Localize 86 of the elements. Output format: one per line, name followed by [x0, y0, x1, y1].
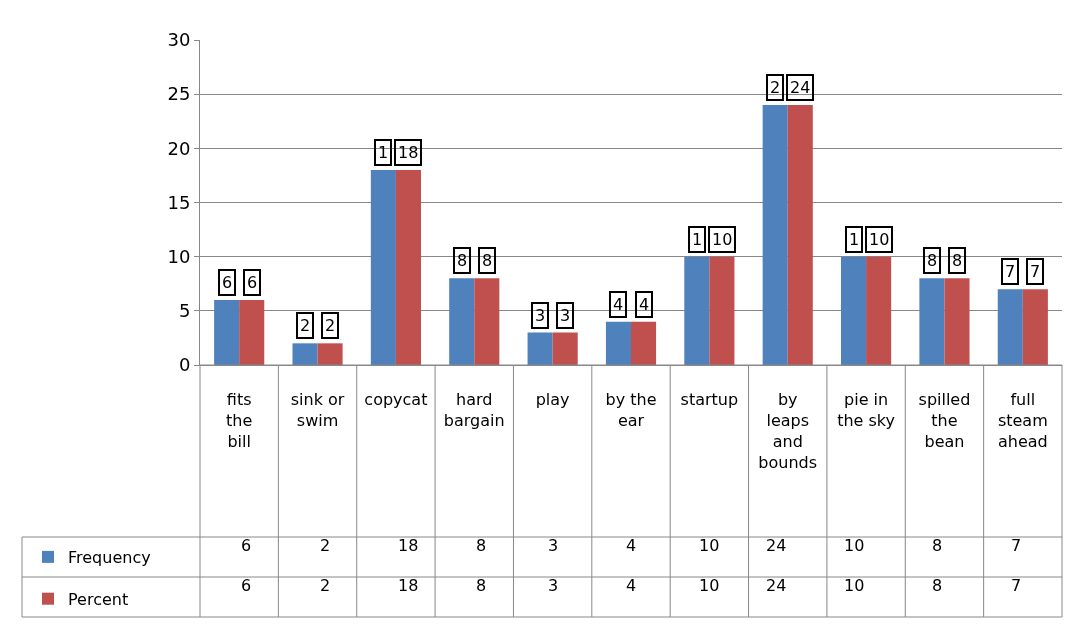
data-label: 8 — [476, 536, 487, 555]
data-label: 6 — [241, 536, 252, 555]
y-tick-label: 5 — [178, 300, 191, 322]
data-label: 4 — [626, 576, 637, 595]
annotation: 4 — [639, 295, 650, 314]
data-label: 10 — [844, 576, 865, 595]
annotation: 8 — [952, 251, 963, 270]
data-label: 8 — [932, 576, 943, 595]
data-label: 10 — [844, 536, 865, 555]
annotation: 3 — [535, 306, 546, 325]
data-label: 3 — [548, 536, 559, 555]
annotation: 1 — [378, 143, 389, 162]
data-label: 2 — [320, 536, 331, 555]
data-label: 8 — [476, 576, 487, 595]
x-tick-label: by the ear — [605, 390, 657, 430]
bar — [214, 300, 240, 365]
bar — [527, 332, 553, 365]
x-tick-label: play — [535, 390, 570, 410]
bar — [866, 256, 892, 365]
annotation: 3 — [560, 306, 571, 325]
data-label: 10 — [699, 576, 720, 595]
y-tick-label: 0 — [178, 354, 191, 376]
annotation: 7 — [1005, 262, 1016, 281]
data-label: 24 — [766, 536, 787, 555]
annotation: 2 — [300, 316, 311, 335]
bar — [841, 256, 867, 365]
annotation: 8 — [457, 251, 468, 270]
bar — [709, 256, 735, 365]
data-label: 2 — [320, 576, 331, 595]
x-tick-label: pie in the sky — [837, 390, 896, 430]
data-label: 4 — [626, 536, 637, 555]
annotation: 8 — [482, 251, 493, 270]
y-tick-label: 30 — [167, 29, 191, 51]
annotation: 10 — [869, 230, 890, 249]
y-tick-label: 10 — [167, 245, 191, 267]
data-label: 24 — [766, 576, 787, 595]
data-label: 7 — [1011, 576, 1022, 595]
bar — [787, 105, 813, 365]
annotation: 6 — [247, 273, 258, 292]
annotation: 2 — [325, 316, 336, 335]
bar — [1022, 289, 1048, 365]
data-label: 10 — [699, 536, 720, 555]
y-tick-label: 15 — [167, 191, 191, 213]
annotation: 1 — [849, 230, 860, 249]
bar — [370, 170, 396, 365]
data-label: 6 — [241, 576, 252, 595]
y-tick-label: 20 — [167, 137, 191, 159]
y-tick-label: 25 — [167, 83, 191, 105]
bar — [944, 278, 970, 365]
bar — [449, 278, 475, 365]
bar — [762, 105, 788, 365]
bar — [474, 278, 500, 365]
annotation: 6 — [222, 273, 233, 292]
x-tick-label: startup — [680, 390, 739, 410]
bar — [317, 343, 343, 365]
legend-label: Frequency — [68, 548, 151, 568]
bar — [395, 170, 421, 365]
bar — [552, 332, 578, 365]
data-label: 18 — [398, 536, 419, 555]
data-label: 8 — [932, 536, 943, 555]
annotation: 24 — [790, 78, 811, 97]
x-tick-label: sink or swim — [290, 390, 345, 430]
x-tick-label: copycat — [364, 390, 428, 410]
bar — [684, 256, 710, 365]
annotation: 8 — [927, 251, 938, 270]
bar — [239, 300, 265, 365]
bar — [631, 321, 657, 365]
bar — [605, 321, 631, 365]
x-tick-label: full steam ahead — [997, 390, 1048, 451]
annotation: 18 — [398, 143, 419, 162]
data-label: 7 — [1011, 536, 1022, 555]
annotation: 4 — [613, 295, 624, 314]
data-label: 18 — [398, 576, 419, 595]
annotation: 7 — [1030, 262, 1041, 281]
x-tick-label: spilled the bean — [918, 390, 971, 451]
annotation: 10 — [712, 230, 733, 249]
legend-label: Percent — [68, 589, 129, 609]
x-tick-label: hard bargain — [443, 390, 505, 430]
x-tick-label: by leaps and bounds — [758, 390, 818, 472]
bar — [292, 343, 318, 365]
annotation: 1 — [692, 230, 703, 249]
annotation: 2 — [770, 78, 781, 97]
data-label: 3 — [548, 576, 559, 595]
bar — [997, 289, 1023, 365]
x-tick-label: fits the bill — [226, 390, 253, 451]
bar — [919, 278, 945, 365]
